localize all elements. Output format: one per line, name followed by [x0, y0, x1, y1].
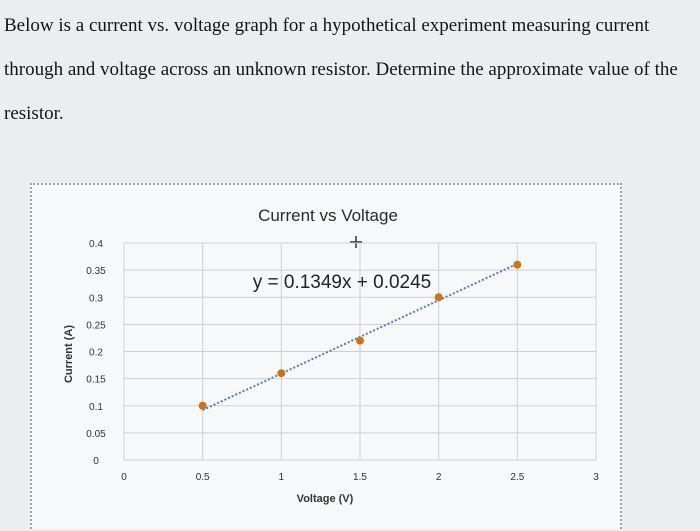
move-handle-icon[interactable] [350, 236, 362, 248]
x-tick-labels: 0 0.5 1 1.5 2 2.5 3 [121, 472, 599, 483]
data-points [198, 260, 522, 410]
chart-title: Current vs Voltage [258, 206, 398, 225]
x-tick-label: 2.5 [510, 472, 524, 483]
y-tick-label: 0.25 [86, 320, 106, 331]
y-tick-label: 0.1 [89, 402, 103, 413]
y-tick-label: 0 [93, 456, 99, 467]
x-axis-title: Voltage (V) [297, 493, 354, 505]
y-tick-label: 0.35 [86, 266, 106, 277]
gridlines [123, 242, 597, 461]
x-tick-label: 0.5 [196, 472, 210, 483]
x-tick-label: 1.5 [353, 472, 367, 483]
data-point [277, 369, 286, 378]
data-point [513, 260, 522, 269]
data-point [356, 336, 364, 345]
y-tick-label: 0.05 [86, 429, 106, 440]
x-tick-label: 0 [121, 472, 127, 483]
data-point [198, 401, 207, 410]
y-axis-title: Current (A) [63, 325, 75, 383]
y-tick-label: 0.15 [86, 375, 106, 386]
x-tick-label: 2 [436, 472, 442, 483]
y-tick-label: 0.4 [89, 239, 103, 250]
x-tick-label: 1 [279, 472, 285, 483]
chart-frame [30, 183, 622, 529]
trendline-equation: y = 0.1349x + 0.0245 [253, 272, 432, 293]
y-tick-labels: 0 0.05 0.1 0.15 0.2 0.25 0.3 0.35 0.4 [86, 239, 106, 467]
y-tick-label: 0.2 [89, 348, 103, 359]
y-tick-label: 0.3 [89, 293, 103, 304]
data-point [434, 293, 443, 302]
x-tick-label: 3 [593, 472, 599, 483]
question-text: Below is a current vs. voltage graph for… [4, 15, 678, 124]
